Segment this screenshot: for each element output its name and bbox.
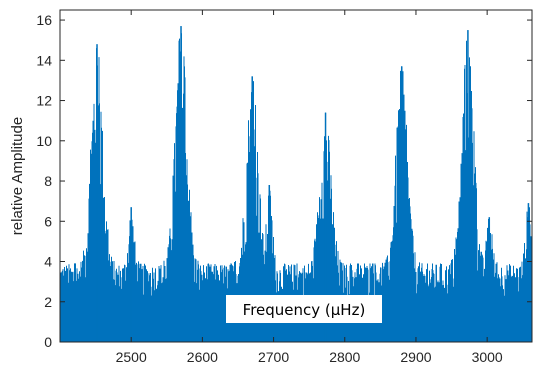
annotation-background [226, 295, 382, 323]
x-tick-label: 2600 [187, 349, 218, 365]
y-tick-label: 0 [44, 334, 52, 350]
x-tick-label: 3000 [472, 349, 503, 365]
x-tick-label: 2700 [258, 349, 289, 365]
y-tick-label: 4 [44, 254, 52, 270]
x-tick-label: 2900 [400, 349, 431, 365]
y-tick-label: 14 [36, 52, 52, 68]
x-axis: 2500 2600 2700 2800 2900 3000 [116, 10, 503, 365]
y-axis-label: relative Amplitude [9, 117, 26, 235]
frequency-annotation: Frequency (µHz) [226, 295, 382, 323]
y-tick-label: 16 [36, 12, 52, 28]
annotation-text: Frequency (µHz) [243, 301, 366, 319]
y-tick-label: 6 [44, 213, 52, 229]
y-tick-label: 8 [44, 173, 52, 189]
spectrum-bars [59, 26, 532, 342]
axes-box [59, 9, 533, 343]
y-tick-label: 2 [44, 294, 52, 310]
x-tick-label: 2800 [329, 349, 360, 365]
y-axis: 0 2 4 6 8 10 12 14 16 [36, 12, 532, 350]
y-tick-label: 10 [36, 133, 52, 149]
x-tick-label: 2500 [116, 349, 147, 365]
y-tick-label: 12 [36, 93, 52, 109]
